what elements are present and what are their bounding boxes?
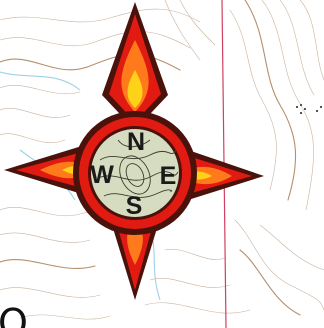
- compass-west-label: W: [90, 161, 114, 189]
- medallion-contours: [97, 139, 179, 198]
- map-structures: [296, 104, 322, 114]
- compass-north-label: N: [127, 128, 145, 156]
- contour-lines: [0, 0, 324, 320]
- compass-east-label: E: [160, 162, 177, 190]
- compass-medallion: [73, 111, 197, 235]
- compass-south-label: S: [126, 192, 143, 220]
- corner-glyph: O: [0, 301, 28, 328]
